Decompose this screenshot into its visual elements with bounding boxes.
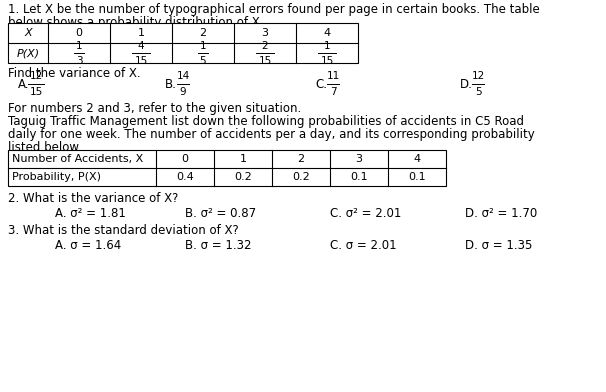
Text: C. σ² = 2.01: C. σ² = 2.01 (330, 207, 401, 220)
Text: A. σ² = 1.81: A. σ² = 1.81 (55, 207, 126, 220)
Text: 1: 1 (76, 40, 82, 51)
Text: 4: 4 (324, 28, 330, 38)
Text: 3: 3 (76, 56, 82, 65)
Text: D. σ = 1.35: D. σ = 1.35 (465, 239, 533, 252)
Text: 3: 3 (262, 28, 268, 38)
Bar (8, 23, 358, 63)
Text: 4: 4 (413, 154, 421, 164)
Text: 15: 15 (321, 56, 334, 65)
Text: C. σ = 2.01: C. σ = 2.01 (330, 239, 396, 252)
Text: C.: C. (315, 78, 327, 91)
Text: 1: 1 (324, 40, 330, 51)
Text: 2: 2 (262, 40, 268, 51)
Text: Taguig Traffic Management list down the following probabilities of accidents in : Taguig Traffic Management list down the … (8, 115, 524, 128)
Text: Find the variance of X.: Find the variance of X. (8, 67, 141, 80)
Text: 5: 5 (200, 56, 206, 65)
Text: B.: B. (165, 78, 177, 91)
Text: A.: A. (18, 78, 30, 91)
Text: 7: 7 (330, 87, 336, 97)
Text: 0.4: 0.4 (176, 172, 194, 182)
Text: 4: 4 (138, 40, 144, 51)
Text: X: X (24, 28, 32, 38)
Text: 3. What is the standard deviation of X?: 3. What is the standard deviation of X? (8, 224, 239, 237)
Text: B. σ = 1.32: B. σ = 1.32 (185, 239, 251, 252)
Text: 15: 15 (29, 87, 42, 97)
Text: A. σ = 1.64: A. σ = 1.64 (55, 239, 121, 252)
Text: 9: 9 (180, 87, 186, 97)
Text: 2: 2 (199, 28, 207, 38)
Text: 1: 1 (200, 40, 206, 51)
Text: 2. What is the variance of X?: 2. What is the variance of X? (8, 192, 178, 205)
Text: 3: 3 (356, 154, 362, 164)
Text: 1. Let X be the number of typographical errors found per page in certain books. : 1. Let X be the number of typographical … (8, 3, 540, 16)
Text: 0.2: 0.2 (292, 172, 310, 182)
Text: 0.1: 0.1 (350, 172, 368, 182)
Text: Number of Accidents, X: Number of Accidents, X (12, 154, 143, 164)
Text: For numbers 2 and 3, refer to the given situation.: For numbers 2 and 3, refer to the given … (8, 102, 301, 115)
Text: 0: 0 (76, 28, 82, 38)
Text: 0: 0 (182, 154, 188, 164)
Text: D. σ² = 1.70: D. σ² = 1.70 (465, 207, 538, 220)
Text: daily for one week. The number of accidents per a day, and its corresponding pro: daily for one week. The number of accide… (8, 128, 534, 141)
Text: 1: 1 (239, 154, 247, 164)
Text: listed below.: listed below. (8, 141, 82, 154)
Text: P(X): P(X) (16, 48, 39, 58)
Text: 0.1: 0.1 (408, 172, 426, 182)
Text: D.: D. (460, 78, 473, 91)
Text: 12: 12 (29, 71, 42, 81)
Text: B. σ² = 0.87: B. σ² = 0.87 (185, 207, 256, 220)
Text: 15: 15 (258, 56, 271, 65)
Text: 5: 5 (474, 87, 481, 97)
Bar (8, 150, 446, 186)
Text: 0.2: 0.2 (234, 172, 252, 182)
Text: 12: 12 (471, 71, 485, 81)
Text: 11: 11 (327, 71, 339, 81)
Text: 2: 2 (298, 154, 305, 164)
Text: 1: 1 (138, 28, 144, 38)
Text: Probability, P(X): Probability, P(X) (12, 172, 101, 182)
Text: 14: 14 (176, 71, 190, 81)
Text: 15: 15 (135, 56, 148, 65)
Text: below shows a probability distribution of X.: below shows a probability distribution o… (8, 16, 264, 29)
